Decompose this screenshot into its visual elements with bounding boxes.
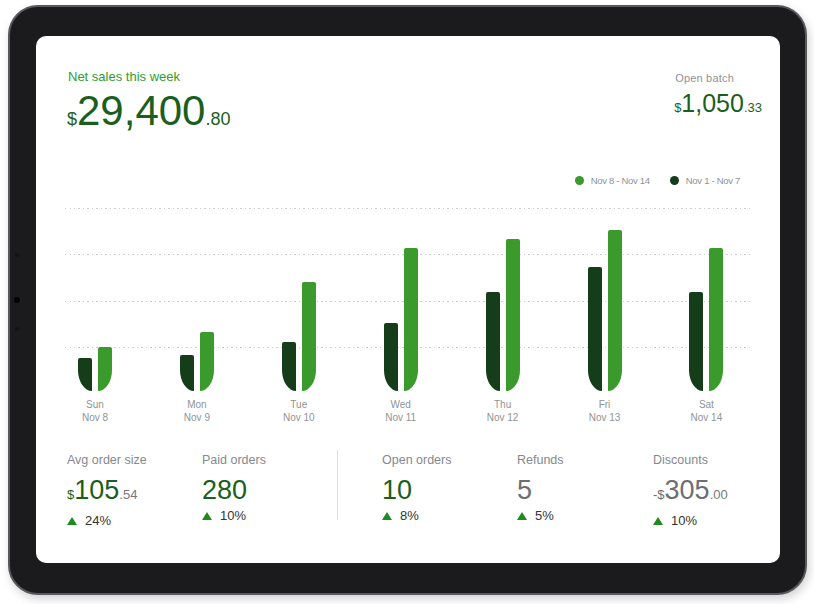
stat-delta-value: 10%: [220, 508, 246, 523]
tablet-frame: Net sales this week $29,400.80 Open batc…: [8, 5, 807, 595]
stat-label: Paid orders: [202, 453, 266, 467]
bar-current-week: [98, 347, 112, 391]
stat-value: 5: [517, 476, 564, 504]
stat-label: Avg order size: [67, 453, 147, 467]
open-batch-decimals: .33: [744, 100, 762, 115]
x-axis-label: WedNov 11: [385, 399, 416, 424]
stat-open-orders: Open orders 10 8%: [382, 453, 451, 523]
stat-delta-value: 24%: [85, 513, 111, 528]
triangle-up-icon: [67, 517, 77, 525]
legend: Nov 8 - Nov 14 Nov 1 - Nov 7: [575, 175, 740, 186]
stat-delta: 8%: [382, 508, 451, 523]
bar-previous-week: [588, 267, 602, 391]
stat-label: Discounts: [653, 453, 728, 467]
net-sales-amount: $29,400.80: [67, 89, 231, 141]
x-axis-label: SunNov 8: [82, 399, 108, 424]
open-batch: Open batch $1,050.33: [674, 72, 762, 121]
stat-avg-order-size: Avg order size $105.54 24%: [67, 453, 147, 528]
bar-current-week: [709, 248, 723, 391]
bar-previous-week: [78, 358, 92, 391]
stat-value: $105.54: [67, 476, 147, 509]
bar-current-week: [608, 230, 622, 391]
bar-previous-week: [180, 355, 194, 391]
bar-current-week: [302, 282, 316, 391]
bar-previous-week: [486, 292, 500, 391]
stat-delta: 5%: [517, 508, 564, 523]
legend-label: Nov 1 - Nov 7: [686, 175, 740, 186]
net-sales-bar-chart: SunNov 8MonNov 9TueNov 10WedNov 11ThuNov…: [65, 208, 753, 391]
stat-label: Refunds: [517, 453, 564, 467]
stat-value: 280: [202, 476, 266, 504]
stat-refunds: Refunds 5 5%: [517, 453, 564, 523]
stat-value: -$305.00: [653, 476, 728, 509]
stat-value: 10: [382, 476, 451, 504]
open-batch-amount: $1,050.33: [674, 90, 762, 121]
legend-item: Nov 1 - Nov 7: [670, 175, 740, 186]
stat-discounts: Discounts -$305.00 10%: [653, 453, 728, 528]
stat-label: Open orders: [382, 453, 451, 467]
triangle-up-icon: [653, 517, 663, 525]
open-batch-label: Open batch: [674, 72, 762, 84]
stats-row: Avg order size $105.54 24% Paid orders 280 10…: [36, 453, 780, 533]
open-batch-main: 1,050: [681, 89, 744, 117]
stat-paid-orders: Paid orders 280 10%: [202, 453, 266, 523]
triangle-up-icon: [382, 512, 392, 520]
x-axis-label: TueNov 10: [283, 399, 315, 424]
legend-dot-icon: [575, 176, 584, 185]
bar-current-week: [404, 248, 418, 391]
legend-item: Nov 8 - Nov 14: [575, 175, 650, 186]
stat-delta-value: 5%: [535, 508, 554, 523]
stat-delta-value: 10%: [671, 513, 697, 528]
x-axis-label: SatNov 14: [691, 399, 723, 424]
gridline: [65, 208, 753, 209]
bar-previous-week: [282, 342, 296, 391]
stat-delta: 10%: [202, 508, 266, 523]
stat-delta-value: 8%: [400, 508, 419, 523]
net-sales-decimals: .80: [205, 109, 230, 129]
dashboard-screen: Net sales this week $29,400.80 Open batc…: [36, 36, 780, 563]
bar-previous-week: [384, 323, 398, 391]
legend-dot-icon: [670, 176, 679, 185]
x-axis-label: FriNov 13: [589, 399, 621, 424]
stat-delta: 10%: [653, 513, 728, 528]
sensor-dot-top: [15, 253, 19, 257]
triangle-up-icon: [202, 512, 212, 520]
net-sales-main: 29,400: [77, 87, 205, 134]
camera-icon: [14, 297, 20, 303]
sensor-dot-bottom: [15, 327, 19, 331]
net-sales-currency: $: [67, 109, 77, 129]
x-axis-label: ThuNov 12: [487, 399, 519, 424]
net-sales-title: Net sales this week: [68, 69, 180, 84]
bar-current-week: [506, 239, 520, 391]
bar-current-week: [200, 332, 214, 391]
legend-label: Nov 8 - Nov 14: [591, 175, 650, 186]
bar-previous-week: [689, 292, 703, 391]
x-axis-label: MonNov 9: [184, 399, 210, 424]
stat-delta: 24%: [67, 513, 147, 528]
triangle-up-icon: [517, 512, 527, 520]
